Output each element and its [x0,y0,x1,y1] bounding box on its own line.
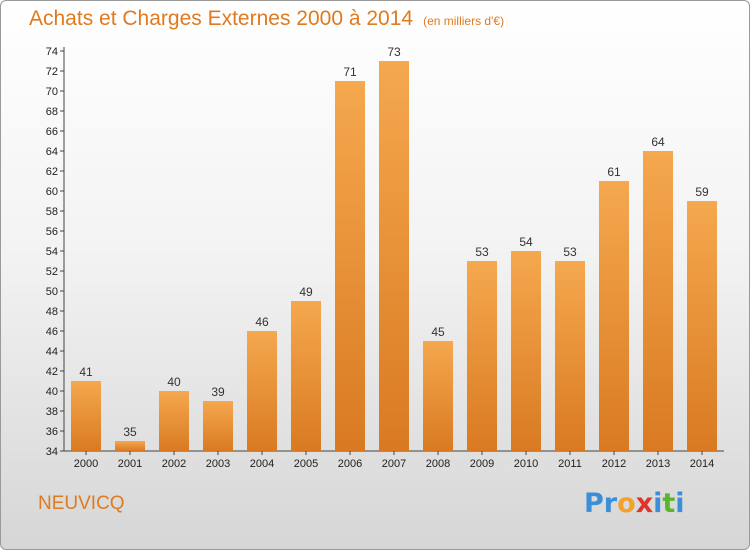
bar-value-label: 53 [563,245,577,259]
x-tick-label: 2005 [294,458,318,470]
bar [423,341,453,451]
y-tick-label: 50 [46,286,58,298]
logo-letter: i [675,488,685,519]
logo-letter: o [617,488,636,519]
bar [335,81,365,451]
logo-letter: t [662,488,676,519]
bar [291,301,321,451]
bar-value-label: 49 [299,285,313,299]
y-tick-label: 44 [46,346,58,358]
bar-value-label: 73 [387,45,401,59]
bar-value-label: 53 [475,245,489,259]
bar [599,181,629,451]
x-tick-label: 2001 [118,458,142,470]
y-tick-label: 66 [46,126,58,138]
bar [555,261,585,451]
x-tick-label: 2002 [162,458,186,470]
y-tick-label: 58 [46,206,58,218]
bar [247,331,277,451]
y-tick-label: 72 [46,66,58,78]
bar-value-label: 64 [651,135,665,149]
y-tick-label: 62 [46,166,58,178]
y-tick-label: 54 [46,246,58,258]
bar-value-label: 61 [607,165,621,179]
x-tick-label: 2007 [382,458,406,470]
bar-value-label: 46 [255,315,269,329]
bar [467,261,497,451]
bar [71,381,101,451]
proxiti-logo: Proxiti [584,488,685,519]
x-tick-label: 2012 [602,458,626,470]
y-tick-label: 70 [46,86,58,98]
bar-value-label: 54 [519,235,533,249]
bar [159,391,189,451]
y-tick-label: 68 [46,106,58,118]
x-tick-label: 2004 [250,458,274,470]
bar-value-label: 59 [695,185,709,199]
bar-value-label: 45 [431,325,445,339]
chart-title: Achats et Charges Externes 2000 à 2014 [29,7,414,30]
y-tick-label: 34 [46,446,58,458]
bar [115,441,145,451]
bar [379,61,409,451]
y-tick-label: 52 [46,266,58,278]
y-tick-label: 46 [46,326,58,338]
bar [511,251,541,451]
x-tick-label: 2009 [470,458,494,470]
logo-letter: r [603,488,618,519]
bar-value-label: 39 [211,385,225,399]
x-tick-label: 2011 [558,458,582,470]
y-tick-label: 74 [46,46,58,58]
x-tick-label: 2008 [426,458,450,470]
commune-name: NEUVICQ [38,493,125,514]
x-tick-label: 2010 [514,458,538,470]
x-tick-label: 2014 [690,458,714,470]
x-tick-label: 2013 [646,458,670,470]
bar-value-label: 41 [79,365,93,379]
bar [687,201,717,451]
y-tick-label: 48 [46,306,58,318]
bar-value-label: 35 [123,425,137,439]
logo-letter: i [653,488,663,519]
y-tick-label: 36 [46,426,58,438]
bar [203,401,233,451]
y-tick-label: 60 [46,186,58,198]
logo-letter: P [584,488,604,519]
bar-value-label: 40 [167,375,181,389]
y-tick-label: 38 [46,406,58,418]
chart-header: Achats et Charges Externes 2000 à 2014 (e… [29,7,504,31]
y-tick-label: 56 [46,226,58,238]
bar-value-label: 71 [343,65,357,79]
y-tick-label: 64 [46,146,58,158]
y-tick-label: 42 [46,366,58,378]
x-tick-label: 2006 [338,458,362,470]
bar [643,151,673,451]
x-tick-label: 2000 [74,458,98,470]
x-tick-label: 2003 [206,458,230,470]
y-tick-label: 40 [46,386,58,398]
chart-bars: 41 35 40 39 46 49 71 73 45 53 54 53 61 64 59 [71,45,717,451]
logo-letter: x [635,488,654,519]
chart-unit: (en milliers d'€) [423,14,505,28]
